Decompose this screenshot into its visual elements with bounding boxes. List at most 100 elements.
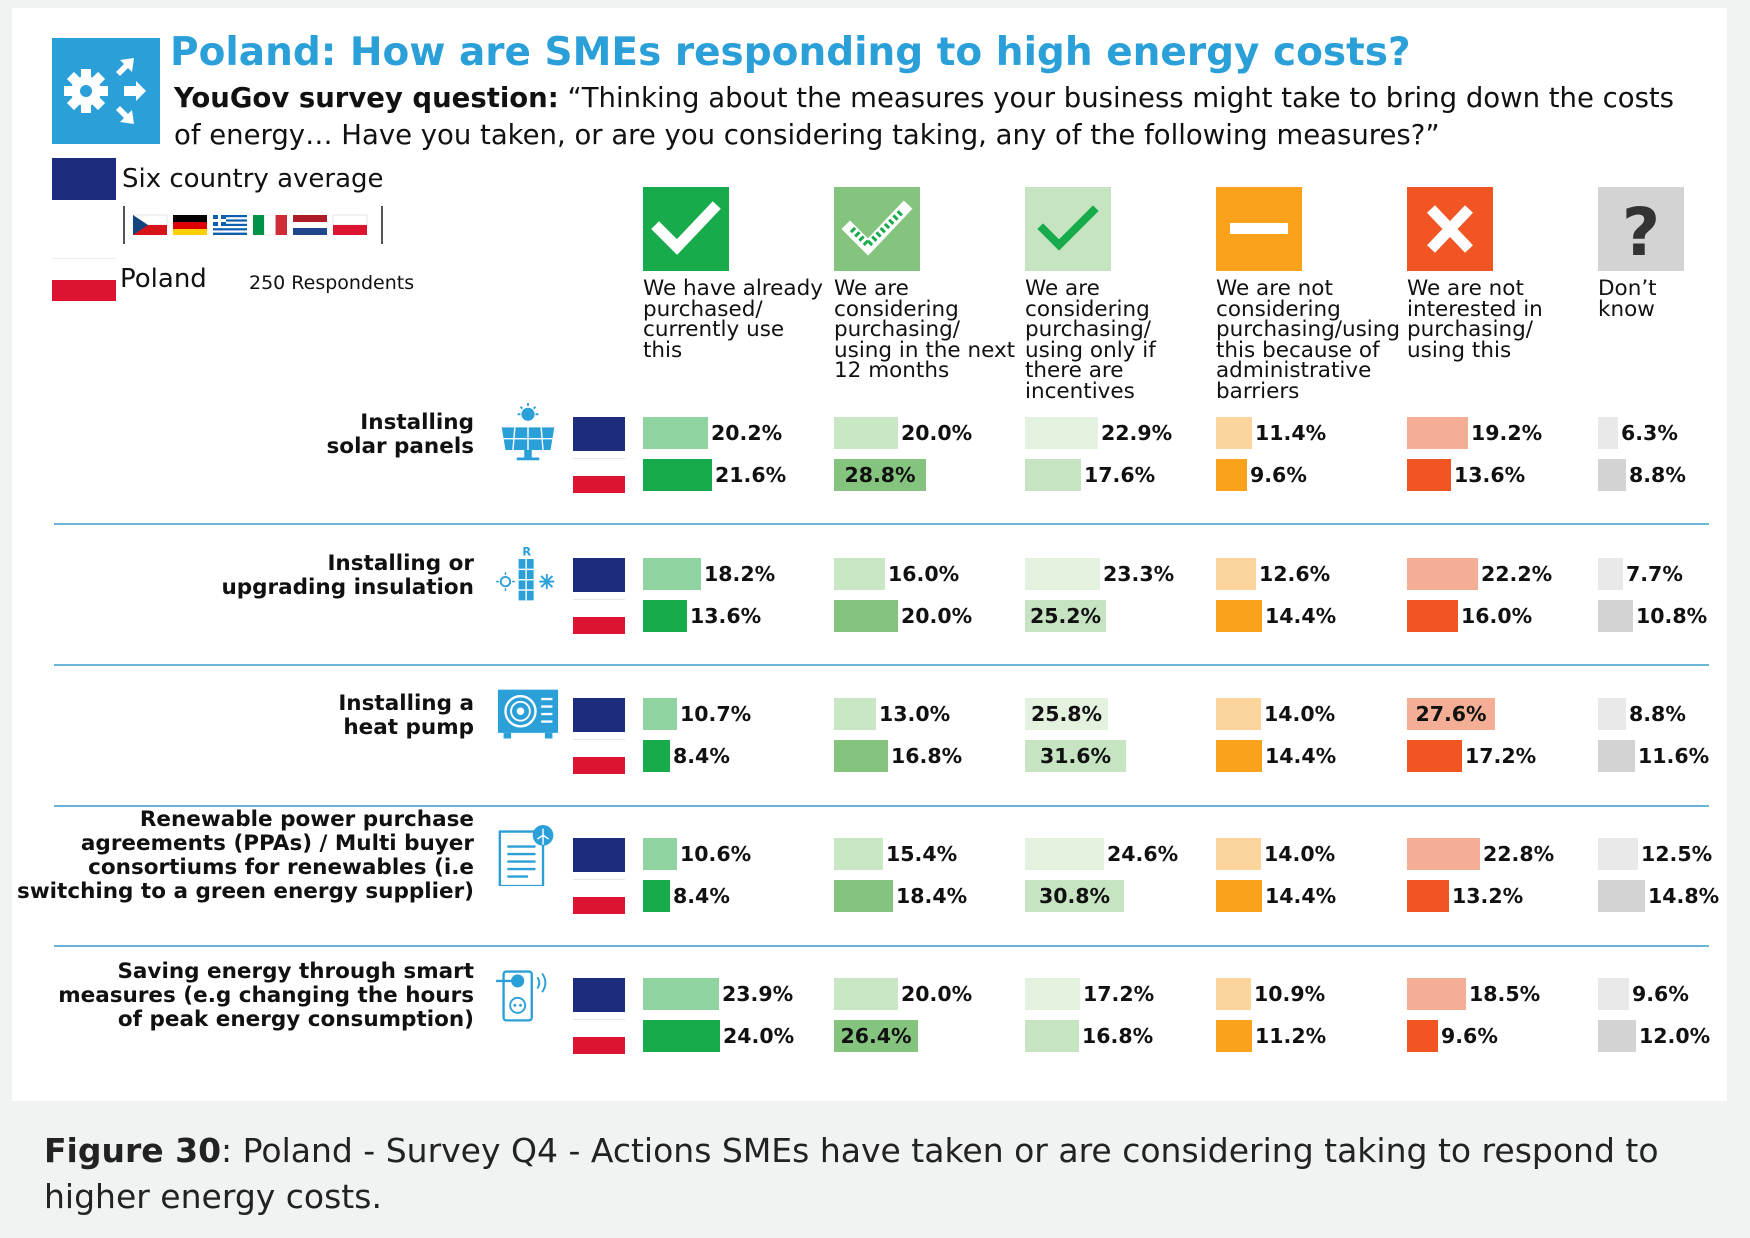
bar-avg-notinterested <box>1407 558 1478 590</box>
light-check-icon <box>1025 187 1111 271</box>
bar-avg-incentives <box>1025 558 1100 590</box>
row-separator <box>54 523 1709 525</box>
column-header-already: We have already purchased/currently use th… <box>643 276 823 361</box>
category-label-line: Installing <box>360 410 474 435</box>
data-label-avg: 16.0% <box>888 562 960 586</box>
poland-legend-label: Poland <box>120 264 207 294</box>
data-label-avg: 19.2% <box>1471 421 1543 445</box>
column-header-line: We are <box>1025 276 1100 301</box>
question-icon: ? <box>1598 187 1684 271</box>
bar-avg-notinterested <box>1407 838 1480 870</box>
row-separator <box>54 945 1709 947</box>
flag-greece-icon <box>213 215 247 235</box>
column-header-line: We are not <box>1407 276 1524 301</box>
bar-pl-already <box>643 880 670 912</box>
data-label-pl: 25.2% <box>1029 604 1102 628</box>
category-label: Renewable power purchase agreements (PPAs… <box>17 808 474 904</box>
data-label-pl: 8.4% <box>673 744 730 768</box>
ppa-document-icon <box>498 824 554 886</box>
bar-pl-dontknow <box>1598 880 1645 912</box>
data-label-pl: 26.4% <box>840 1024 912 1048</box>
data-label-avg: 17.2% <box>1083 982 1155 1006</box>
data-label-pl: 11.2% <box>1255 1024 1327 1048</box>
row-flag-eu-icon <box>573 698 625 732</box>
column-header-line: using this <box>1407 337 1512 363</box>
bar-avg-already <box>643 558 701 590</box>
bar-pl-dontknow <box>1598 1020 1636 1052</box>
data-label-avg: 22.8% <box>1483 842 1555 866</box>
data-label-pl: 9.6% <box>1441 1024 1498 1048</box>
data-label-avg: 24.6% <box>1107 842 1179 866</box>
figure-caption: Figure 30: Poland - Survey Q4 - Actions … <box>44 1128 1704 1220</box>
data-label-pl: 16.8% <box>1082 1024 1154 1048</box>
bar-pl-admin <box>1216 880 1262 912</box>
category-label-line: Saving energy through smart <box>117 959 474 984</box>
bar-avg-dontknow <box>1598 558 1623 590</box>
caption-label: Figure 30 <box>44 1131 222 1170</box>
category-label-line: upgrading insulation <box>221 575 474 600</box>
category-label-line: of peak energy consumption) <box>117 1007 474 1032</box>
column-header-line: We are <box>834 276 909 301</box>
data-label-avg: 23.3% <box>1103 562 1175 586</box>
bar-avg-notinterested <box>1407 698 1495 730</box>
column-header-next12: We are considering purchasing/using in the… <box>834 276 1015 383</box>
bar-avg-next12 <box>834 698 876 730</box>
bar-pl-incentives <box>1025 880 1124 912</box>
bar-pl-already <box>643 459 712 491</box>
data-label-pl: 14.8% <box>1648 884 1720 908</box>
column-header-line: purchasing/using <box>1216 317 1401 342</box>
bar-avg-notinterested <box>1407 417 1468 449</box>
column-header-line: barriers <box>1216 378 1300 404</box>
data-label-avg: 27.6% <box>1415 702 1487 726</box>
bar-pl-already <box>643 600 687 632</box>
data-label-avg: 20.0% <box>901 421 973 445</box>
column-header-line: administrative <box>1216 358 1372 383</box>
column-header-line: interested in <box>1407 296 1543 322</box>
data-label-pl: 21.6% <box>715 463 787 487</box>
bar-avg-already <box>643 978 719 1010</box>
column-header-incentives: We are considering purchasing/using only i… <box>1025 276 1156 402</box>
solar-panel-icon <box>501 403 555 461</box>
bar-pl-incentives <box>1025 459 1081 491</box>
category-label: Installing a heat pump <box>338 692 474 740</box>
category-label-line: Installing a <box>338 691 474 716</box>
data-label-pl: 20.0% <box>901 604 973 628</box>
data-label-pl: 31.6% <box>1039 744 1112 768</box>
data-label-avg: 7.7% <box>1626 562 1683 586</box>
bar-pl-next12 <box>834 600 898 632</box>
average-swatch <box>52 158 116 200</box>
bar-avg-incentives <box>1025 698 1108 730</box>
column-header-line: there are <box>1025 358 1124 383</box>
average-legend-label: Six country average <box>122 164 384 194</box>
bar-avg-incentives <box>1025 838 1104 870</box>
dotted-check-icon <box>834 187 920 271</box>
column-header-line: purchasing/ <box>1407 317 1533 342</box>
bar-avg-admin <box>1216 838 1261 870</box>
bar-pl-notinterested <box>1407 740 1462 772</box>
minus-icon <box>1216 187 1302 271</box>
column-header-line: purchasing/ <box>834 317 960 342</box>
bar-avg-next12 <box>834 838 883 870</box>
flag-germany-icon <box>173 215 207 235</box>
bar-pl-admin <box>1216 600 1262 632</box>
data-label-pl: 9.6% <box>1250 463 1307 487</box>
data-label-avg: 8.8% <box>1629 702 1686 726</box>
data-label-avg: 10.7% <box>680 702 752 726</box>
column-header-line: know <box>1598 296 1655 322</box>
respondents-count: 250 Respondents <box>249 272 415 294</box>
row-separator <box>54 805 1709 807</box>
data-label-pl: 12.0% <box>1639 1024 1711 1048</box>
column-header-line: We have already <box>643 276 823 301</box>
column-header-line: Don’t <box>1598 276 1657 301</box>
bar-avg-next12 <box>834 558 885 590</box>
column-header-line: 12 months <box>834 358 950 383</box>
bar-pl-dontknow <box>1598 740 1635 772</box>
svg-text:?: ? <box>1622 194 1660 271</box>
bar-pl-notinterested <box>1407 600 1458 632</box>
column-header-line: purchasing/ <box>1025 317 1151 342</box>
column-header-line: considering <box>834 296 959 322</box>
bar-avg-admin <box>1216 698 1261 730</box>
bar-avg-dontknow <box>1598 698 1626 730</box>
data-label-pl: 24.0% <box>723 1024 795 1048</box>
data-label-avg: 15.4% <box>886 842 958 866</box>
